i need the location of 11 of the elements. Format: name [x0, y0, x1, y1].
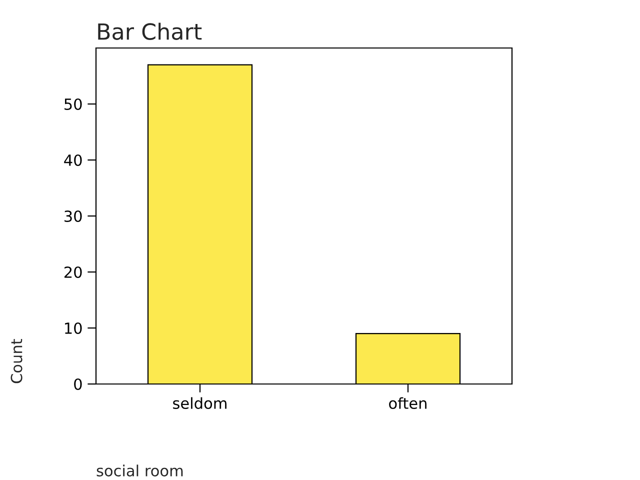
y-tick-label: 10	[65, 322, 82, 334]
y-tick-label: 40	[64, 154, 82, 166]
y-axis-title: Count	[10, 338, 22, 384]
chart-title: Bar Chart	[98, 22, 202, 40]
y-tick-label: 20	[64, 266, 82, 278]
x-axis-title: social room	[96, 464, 183, 476]
y-tick-label: 30	[64, 210, 82, 222]
x-tick-label: often	[389, 397, 426, 410]
y-tick-label: 50	[64, 98, 82, 110]
y-tick-label: 0	[74, 378, 82, 390]
x-tick-label: seldom	[173, 397, 226, 410]
